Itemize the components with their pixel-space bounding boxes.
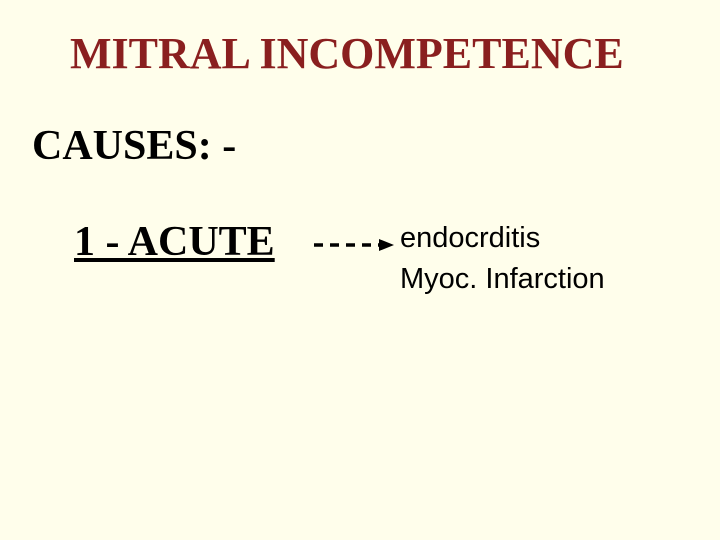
slide-title: MITRAL INCOMPETENCE bbox=[70, 28, 624, 79]
slide-subtitle: CAUSES: - bbox=[32, 122, 236, 170]
detail-line-1: endocrditis bbox=[400, 218, 605, 259]
acute-details: endocrditis Myoc. Infarction bbox=[400, 218, 605, 299]
acute-heading: 1 - ACUTE bbox=[74, 218, 275, 266]
dashed-arrow-icon bbox=[314, 235, 399, 255]
detail-line-2: Myoc. Infarction bbox=[400, 259, 605, 300]
